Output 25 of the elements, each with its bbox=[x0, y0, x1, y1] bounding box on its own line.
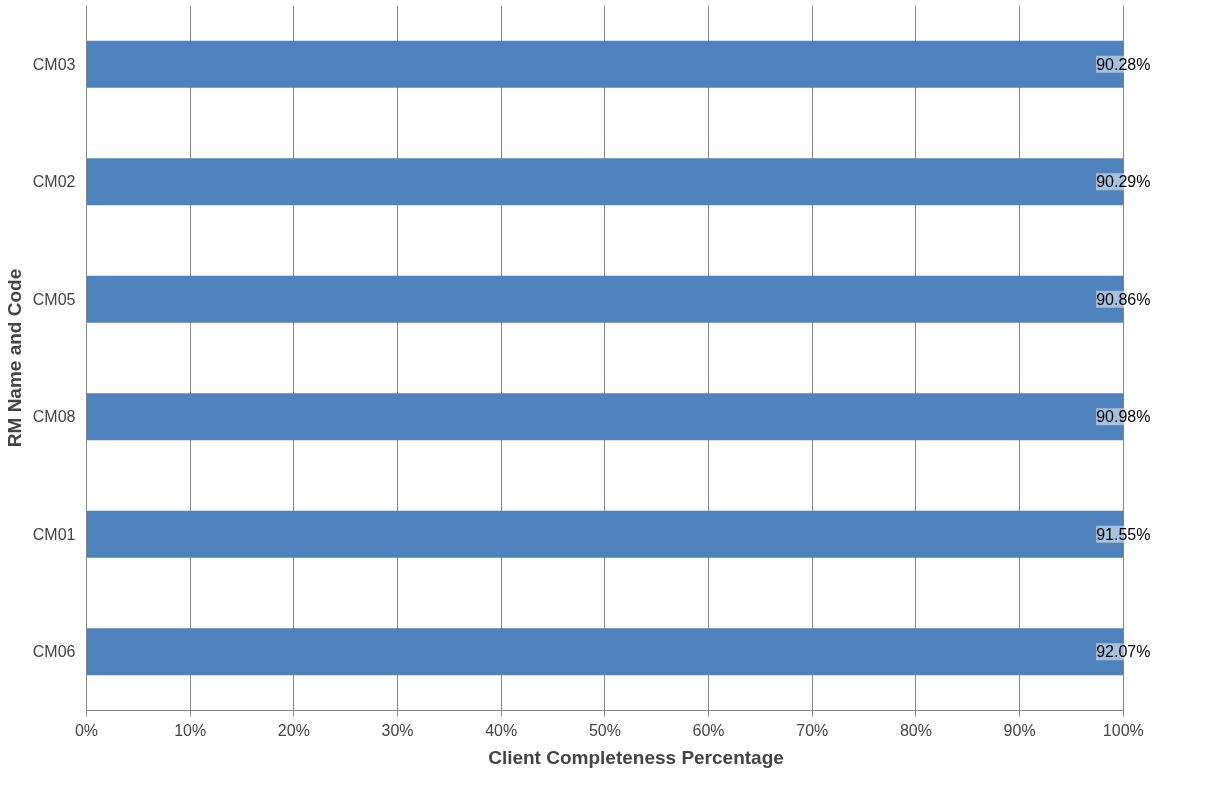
y-tick-label: CM05 bbox=[32, 290, 76, 308]
x-tick-label: 50% bbox=[588, 721, 621, 739]
x-tick-label: 30% bbox=[381, 721, 414, 739]
annotation: 90.29% bbox=[1096, 173, 1151, 191]
y-tick-label: CM03 bbox=[32, 55, 76, 73]
x-tick-label: 10% bbox=[174, 721, 207, 739]
x-axis-title: Client Completeness Percentage bbox=[488, 746, 784, 768]
x-tick-label: 100% bbox=[1102, 721, 1144, 739]
x-tick-label: 20% bbox=[277, 721, 310, 739]
x-tick-label: 60% bbox=[692, 721, 725, 739]
y-tick-label: CM06 bbox=[32, 643, 76, 661]
y-tick-label: CM01 bbox=[32, 525, 76, 543]
x-tick-label: 40% bbox=[485, 721, 518, 739]
y-tick-label: CM02 bbox=[32, 173, 76, 191]
y-axis-title: RM Name and Code bbox=[3, 268, 25, 448]
y-tick-label: CM08 bbox=[32, 408, 76, 426]
x-tick-label: 70% bbox=[796, 721, 829, 739]
annotation: 90.86% bbox=[1096, 290, 1151, 308]
annotation: 91.55% bbox=[1096, 525, 1151, 543]
x-tick-label: 90% bbox=[1003, 721, 1036, 739]
x-tick-label: 80% bbox=[899, 721, 932, 739]
x-tick-label: 0% bbox=[74, 721, 99, 739]
annotation: 92.07% bbox=[1096, 643, 1151, 661]
annotation: 90.28% bbox=[1096, 55, 1151, 73]
annotation: 90.98% bbox=[1096, 408, 1151, 426]
